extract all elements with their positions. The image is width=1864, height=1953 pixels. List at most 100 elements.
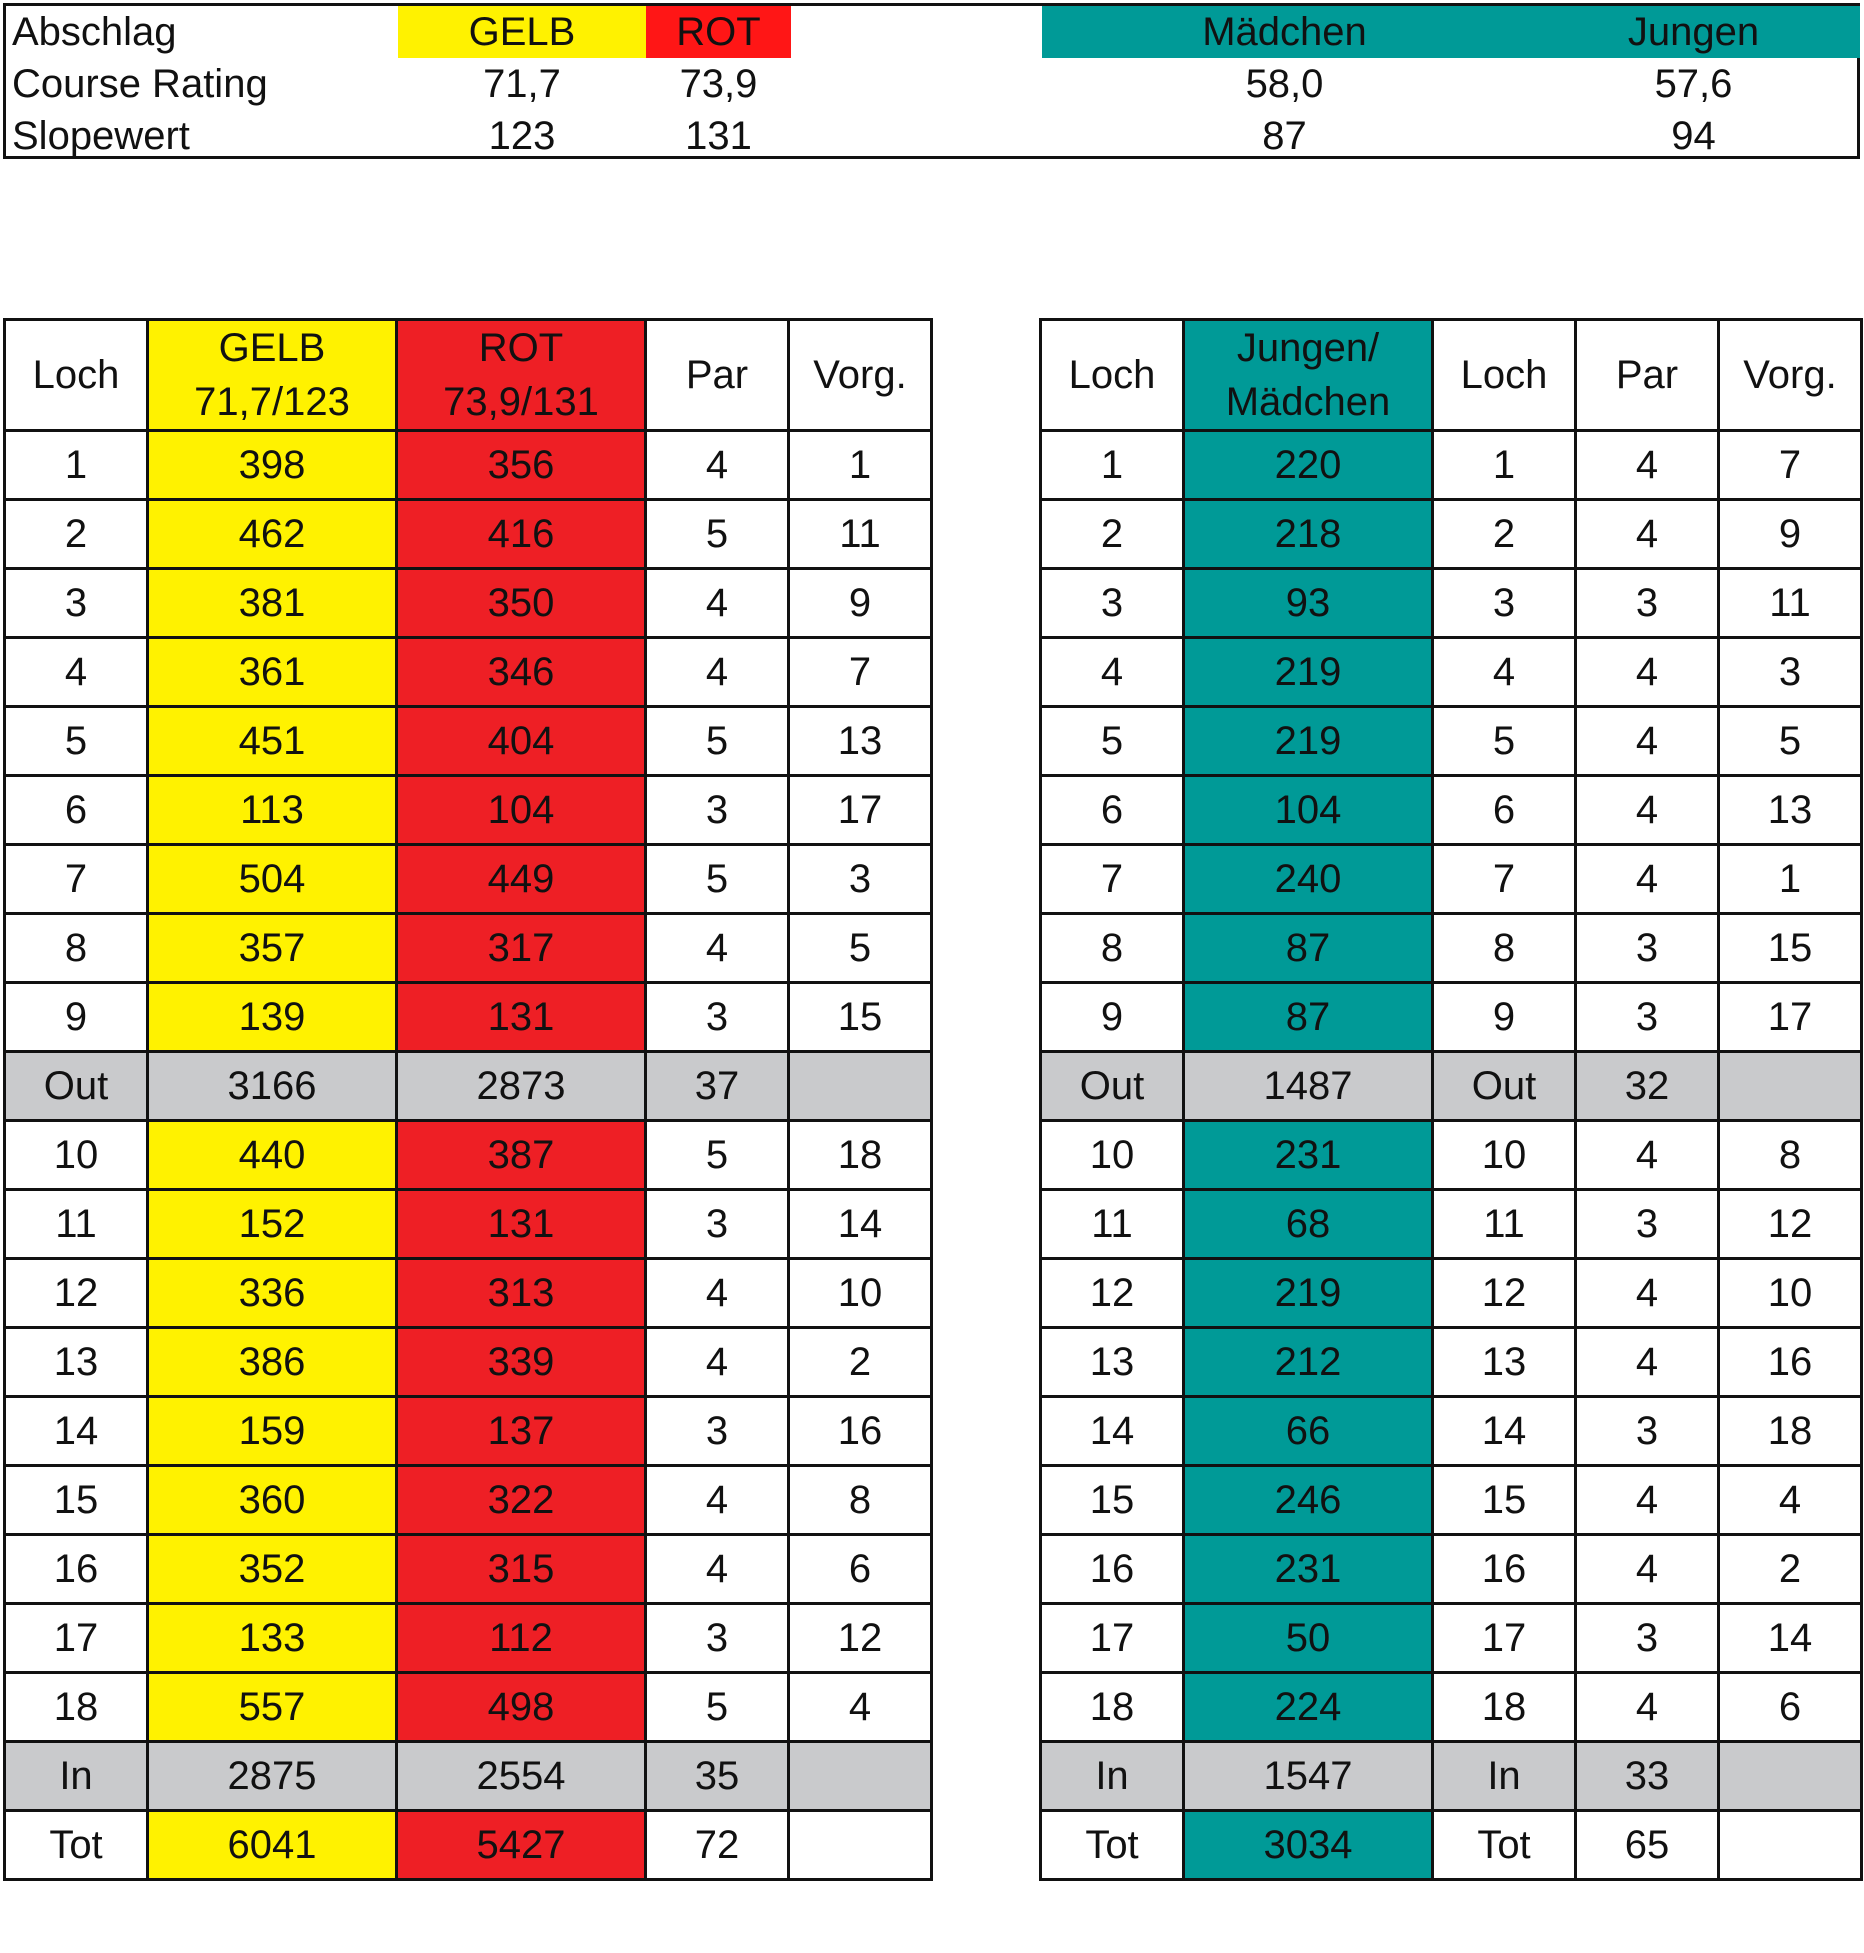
hole-row: 3 93 3 3 11 bbox=[1039, 567, 1863, 639]
gelb-distance: 504 bbox=[146, 843, 398, 915]
hole-row: 12 336 313 4 10 bbox=[3, 1257, 933, 1329]
gelb-distance: 152 bbox=[146, 1188, 398, 1260]
vorgabe-value: 7 bbox=[787, 636, 933, 708]
gelb-distance: 360 bbox=[146, 1464, 398, 1536]
maedchen-tee-header: Mädchen bbox=[1042, 6, 1527, 58]
hole-number: 13 bbox=[1039, 1326, 1185, 1398]
hole-number: 1 bbox=[1039, 429, 1185, 501]
hole-number-repeat: 13 bbox=[1431, 1326, 1577, 1398]
hole-number: 16 bbox=[3, 1533, 149, 1605]
gelb-distance: 2875 bbox=[146, 1740, 398, 1812]
hole-number: Out bbox=[3, 1050, 149, 1122]
hole-row: 14 159 137 3 16 bbox=[3, 1395, 933, 1467]
hole-number: Tot bbox=[1039, 1809, 1185, 1881]
hole-number: 8 bbox=[1039, 912, 1185, 984]
youth-distance: 246 bbox=[1182, 1464, 1434, 1536]
course-rating-maedchen: 58,0 bbox=[1245, 62, 1324, 106]
vorgabe-value: 9 bbox=[787, 567, 933, 639]
right-header-row: Loch Jungen/Mädchen Loch Par Vorg. bbox=[1039, 318, 1863, 432]
hole-number: 5 bbox=[1039, 705, 1185, 777]
vorgabe-value: 4 bbox=[787, 1671, 933, 1743]
youth-distance: 1547 bbox=[1182, 1740, 1434, 1812]
hole-row: 15 246 15 4 4 bbox=[1039, 1464, 1863, 1536]
hole-number: 18 bbox=[3, 1671, 149, 1743]
vorgabe-value: 13 bbox=[1717, 774, 1863, 846]
gelb-distance: 451 bbox=[146, 705, 398, 777]
hole-row: 5 451 404 5 13 bbox=[3, 705, 933, 777]
par-value: 5 bbox=[644, 1671, 790, 1743]
vorgabe-value: 17 bbox=[1717, 981, 1863, 1053]
rot-distance: 350 bbox=[395, 567, 647, 639]
vorgabe-value: 15 bbox=[787, 981, 933, 1053]
rot-distance: 317 bbox=[395, 912, 647, 984]
youth-distance: 50 bbox=[1182, 1602, 1434, 1674]
abschlag-label: Abschlag bbox=[12, 10, 177, 54]
hole-row: 8 357 317 4 5 bbox=[3, 912, 933, 984]
youth-distance: 219 bbox=[1182, 636, 1434, 708]
par-value: 4 bbox=[1574, 1119, 1720, 1191]
rot-distance: 498 bbox=[395, 1671, 647, 1743]
loch-header: Loch bbox=[3, 318, 149, 432]
gelb-distance: 357 bbox=[146, 912, 398, 984]
subtotal-row: Out 3166 2873 37 bbox=[3, 1050, 933, 1122]
vorgabe-value: 14 bbox=[787, 1188, 933, 1260]
par-value: 4 bbox=[644, 429, 790, 501]
par-value: 4 bbox=[1574, 1326, 1720, 1398]
par-value: 5 bbox=[644, 705, 790, 777]
hole-number-repeat: 14 bbox=[1431, 1395, 1577, 1467]
rot-distance: 322 bbox=[395, 1464, 647, 1536]
slope-row: Slopewert 123 131 87 94 bbox=[6, 110, 1857, 162]
par-value: 3 bbox=[644, 981, 790, 1053]
gelb-tee-header: GELB bbox=[398, 6, 646, 58]
hole-number: 4 bbox=[1039, 636, 1185, 708]
par-value: 4 bbox=[1574, 843, 1720, 915]
par-value: 3 bbox=[1574, 1602, 1720, 1674]
vorgabe-value: 10 bbox=[1717, 1257, 1863, 1329]
par-value: 4 bbox=[1574, 1464, 1720, 1536]
par-value: 4 bbox=[1574, 705, 1720, 777]
hole-number-repeat: 7 bbox=[1431, 843, 1577, 915]
vorgabe-value: 7 bbox=[1717, 429, 1863, 501]
par-value: 4 bbox=[644, 912, 790, 984]
jungen-tee-header: Jungen bbox=[1527, 6, 1860, 58]
vorgabe-value: 6 bbox=[1717, 1671, 1863, 1743]
rot-distance: 339 bbox=[395, 1326, 647, 1398]
gelb-distance: 3166 bbox=[146, 1050, 398, 1122]
hole-row: 10 440 387 5 18 bbox=[3, 1119, 933, 1191]
hole-number-repeat: Out bbox=[1431, 1050, 1577, 1122]
par-value: 4 bbox=[1574, 774, 1720, 846]
hole-number: In bbox=[1039, 1740, 1185, 1812]
hole-number: 13 bbox=[3, 1326, 149, 1398]
vorgabe-value: 18 bbox=[1717, 1395, 1863, 1467]
hole-number-repeat: Tot bbox=[1431, 1809, 1577, 1881]
hole-number: 4 bbox=[3, 636, 149, 708]
vorgabe-value: 16 bbox=[1717, 1326, 1863, 1398]
youth-distance: 212 bbox=[1182, 1326, 1434, 1398]
hole-row: 17 133 112 3 12 bbox=[3, 1602, 933, 1674]
adult-scorecard-table: Loch GELB 71,7/123 ROT 73,9/131 Par Vorg. … bbox=[3, 318, 933, 1881]
hole-row: 17 50 17 3 14 bbox=[1039, 1602, 1863, 1674]
hole-row: 18 224 18 4 6 bbox=[1039, 1671, 1863, 1743]
vorgabe-value: 12 bbox=[1717, 1188, 1863, 1260]
slope-maedchen: 87 bbox=[1262, 114, 1307, 158]
youth-distance: 240 bbox=[1182, 843, 1434, 915]
gelb-distance: 381 bbox=[146, 567, 398, 639]
total-row: Tot 3034 Tot 65 bbox=[1039, 1809, 1863, 1881]
hole-row: 13 386 339 4 2 bbox=[3, 1326, 933, 1398]
hole-number: 12 bbox=[1039, 1257, 1185, 1329]
youth-distance: 3034 bbox=[1182, 1809, 1434, 1881]
hole-number: 16 bbox=[1039, 1533, 1185, 1605]
vorgabe-value bbox=[1717, 1809, 1863, 1881]
hole-row: 18 557 498 5 4 bbox=[3, 1671, 933, 1743]
hole-number: 10 bbox=[1039, 1119, 1185, 1191]
youth-distance: 224 bbox=[1182, 1671, 1434, 1743]
jm-header-line1: Jungen/ bbox=[1236, 326, 1380, 370]
hole-number: 12 bbox=[3, 1257, 149, 1329]
hole-number-repeat: 16 bbox=[1431, 1533, 1577, 1605]
par-value: 37 bbox=[644, 1050, 790, 1122]
hole-number: 5 bbox=[3, 705, 149, 777]
par-value: 5 bbox=[644, 843, 790, 915]
left-header-row: Loch GELB 71,7/123 ROT 73,9/131 Par Vorg. bbox=[3, 318, 933, 432]
hole-number: 14 bbox=[1039, 1395, 1185, 1467]
rot-header-label: ROT bbox=[478, 326, 564, 370]
